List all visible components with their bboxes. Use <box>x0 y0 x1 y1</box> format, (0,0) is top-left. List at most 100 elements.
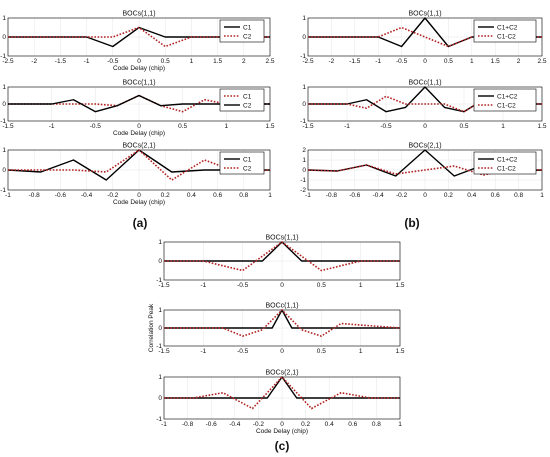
plot-title: BOCs(2,1) <box>122 143 155 150</box>
x-tick-label: 0.8 <box>372 421 381 428</box>
plot-b3: -1 -0.8 -0.6 -0.4 -0.2 0 0.2 0.4 0.6 0.8 1-2-1012B… <box>300 143 544 200</box>
x-tick-label: 0 <box>137 58 141 65</box>
x-tick-label: -0.6 <box>206 421 218 428</box>
x-tick-label: 0.8 <box>239 192 248 199</box>
x-tick-label: 1 <box>190 58 194 65</box>
y-tick-label: 0 <box>158 258 162 265</box>
x-tick-label: 0.5 <box>317 282 326 289</box>
series-line-c2-1 <box>164 309 401 337</box>
x-tick-label: 0 <box>423 58 427 65</box>
x-tick-label: -2.5 <box>2 58 14 65</box>
y-tick-label: -1 <box>0 118 6 125</box>
x-tick-label: -1.5 <box>302 123 314 130</box>
x-tick-label: -1 <box>161 421 167 428</box>
x-tick-label: -1 <box>5 192 11 199</box>
plot-title: BOCs(2,1) <box>408 143 441 150</box>
x-tick-label: -0.5 <box>107 58 119 65</box>
y-axis-label: Correlation Peak <box>148 303 155 352</box>
plot-title: BOCc(1,1) <box>122 80 155 87</box>
x-tick-label: 0.4 <box>467 192 476 199</box>
x-tick-label: -1.5 <box>158 282 170 289</box>
legend-box <box>219 151 265 175</box>
x-axis-label: Code Delay (chip) <box>113 199 165 206</box>
x-tick-label: -1 <box>49 123 55 130</box>
y-tick-label: 0 <box>158 395 162 402</box>
legend-box <box>219 88 265 112</box>
legend-label: C1+C2 <box>497 24 518 31</box>
x-tick-label: 1.5 <box>491 58 500 65</box>
x-tick-label: -0.2 <box>396 192 408 199</box>
x-tick-label: -2.5 <box>302 58 314 65</box>
x-tick-label: -0.4 <box>373 192 385 199</box>
x-tick-label: -0.8 <box>182 421 194 428</box>
x-tick-label: 0.5 <box>317 348 326 355</box>
x-tick-label: 0.6 <box>213 192 222 199</box>
series-line-c3-1 <box>164 376 400 410</box>
x-tick-label: 0.6 <box>348 421 357 428</box>
x-tick-label: 1 <box>359 348 363 355</box>
y-tick-label: 0 <box>2 167 6 174</box>
x-tick-label: 0.4 <box>187 192 196 199</box>
figure-label-c: (c) <box>275 439 290 453</box>
x-tick-label: -0.2 <box>253 421 265 428</box>
y-tick-label: -1 <box>0 187 6 194</box>
legend: C1+C2 C1-C2 <box>473 88 537 112</box>
x-tick-label: -0.6 <box>55 192 67 199</box>
x-tick-label: -0.4 <box>229 421 241 428</box>
legend-label: C1 <box>243 156 252 163</box>
x-tick-label: -2 <box>329 58 335 65</box>
legend-label: C1-C2 <box>497 102 516 109</box>
legend: C1+C2 C1-C2 <box>473 19 537 43</box>
x-tick-label: -1 <box>200 282 206 289</box>
x-tick-label: -1 <box>200 348 206 355</box>
legend-box <box>473 151 537 175</box>
y-tick-label: 2 <box>302 147 306 154</box>
x-tick-label: -2 <box>31 58 37 65</box>
y-tick-label: 0 <box>2 101 6 108</box>
y-tick-label: 0 <box>2 34 6 41</box>
plot-title: BOCs(1,1) <box>408 11 441 18</box>
x-axis-label: Code Delay (chip) <box>113 130 165 137</box>
y-tick-label: -1 <box>156 416 162 423</box>
x-tick-label: 0.5 <box>444 58 453 65</box>
x-tick-label: 1.5 <box>395 282 404 289</box>
x-tick-label: 1.5 <box>213 58 222 65</box>
plot-title: BOCc(1,1) <box>265 303 298 310</box>
x-tick-label: -0.5 <box>237 282 249 289</box>
legend-label: C1 <box>243 24 252 31</box>
legend-box <box>219 19 265 43</box>
x-tick-label: -1.5 <box>2 123 14 130</box>
x-axis-label: Code Delay (chip) <box>256 428 308 435</box>
legend-box <box>473 19 537 43</box>
x-tick-label: -0.8 <box>326 192 338 199</box>
x-tick-label: 0 <box>137 123 141 130</box>
x-tick-label: 1 <box>470 58 474 65</box>
y-tick-label: -1 <box>0 53 6 60</box>
legend: C1+C2 C1-C2 <box>473 151 537 175</box>
x-tick-label: 1 <box>501 123 505 130</box>
y-tick-label: 0 <box>302 101 306 108</box>
x-tick-label: 0.2 <box>301 421 310 428</box>
series-line-c1-1 <box>164 241 400 272</box>
x-tick-label: -1 <box>375 58 381 65</box>
x-axis-label: Code Delay (chip) <box>113 65 165 72</box>
x-tick-label: -1.5 <box>158 348 170 355</box>
y-tick-label: 1 <box>158 307 162 314</box>
y-tick-label: -1 <box>156 343 162 350</box>
x-tick-label: -0.8 <box>29 192 41 199</box>
x-tick-label: -0.2 <box>107 192 119 199</box>
x-tick-label: 1 <box>540 192 544 199</box>
legend-label: C2 <box>243 102 252 109</box>
legend-label: C1+C2 <box>497 156 518 163</box>
plot-b2: -1.5 -1 -0.5 0 0.5 1 1.5-101BOCc(1,1)C1+C2C1-C… <box>300 80 547 131</box>
x-tick-label: 0 <box>280 282 284 289</box>
x-tick-label: -1.5 <box>349 58 361 65</box>
y-tick-label: 1 <box>2 15 6 22</box>
x-tick-label: 0 <box>137 192 141 199</box>
y-tick-label: -1 <box>300 118 306 125</box>
x-tick-label: 0 <box>423 192 427 199</box>
